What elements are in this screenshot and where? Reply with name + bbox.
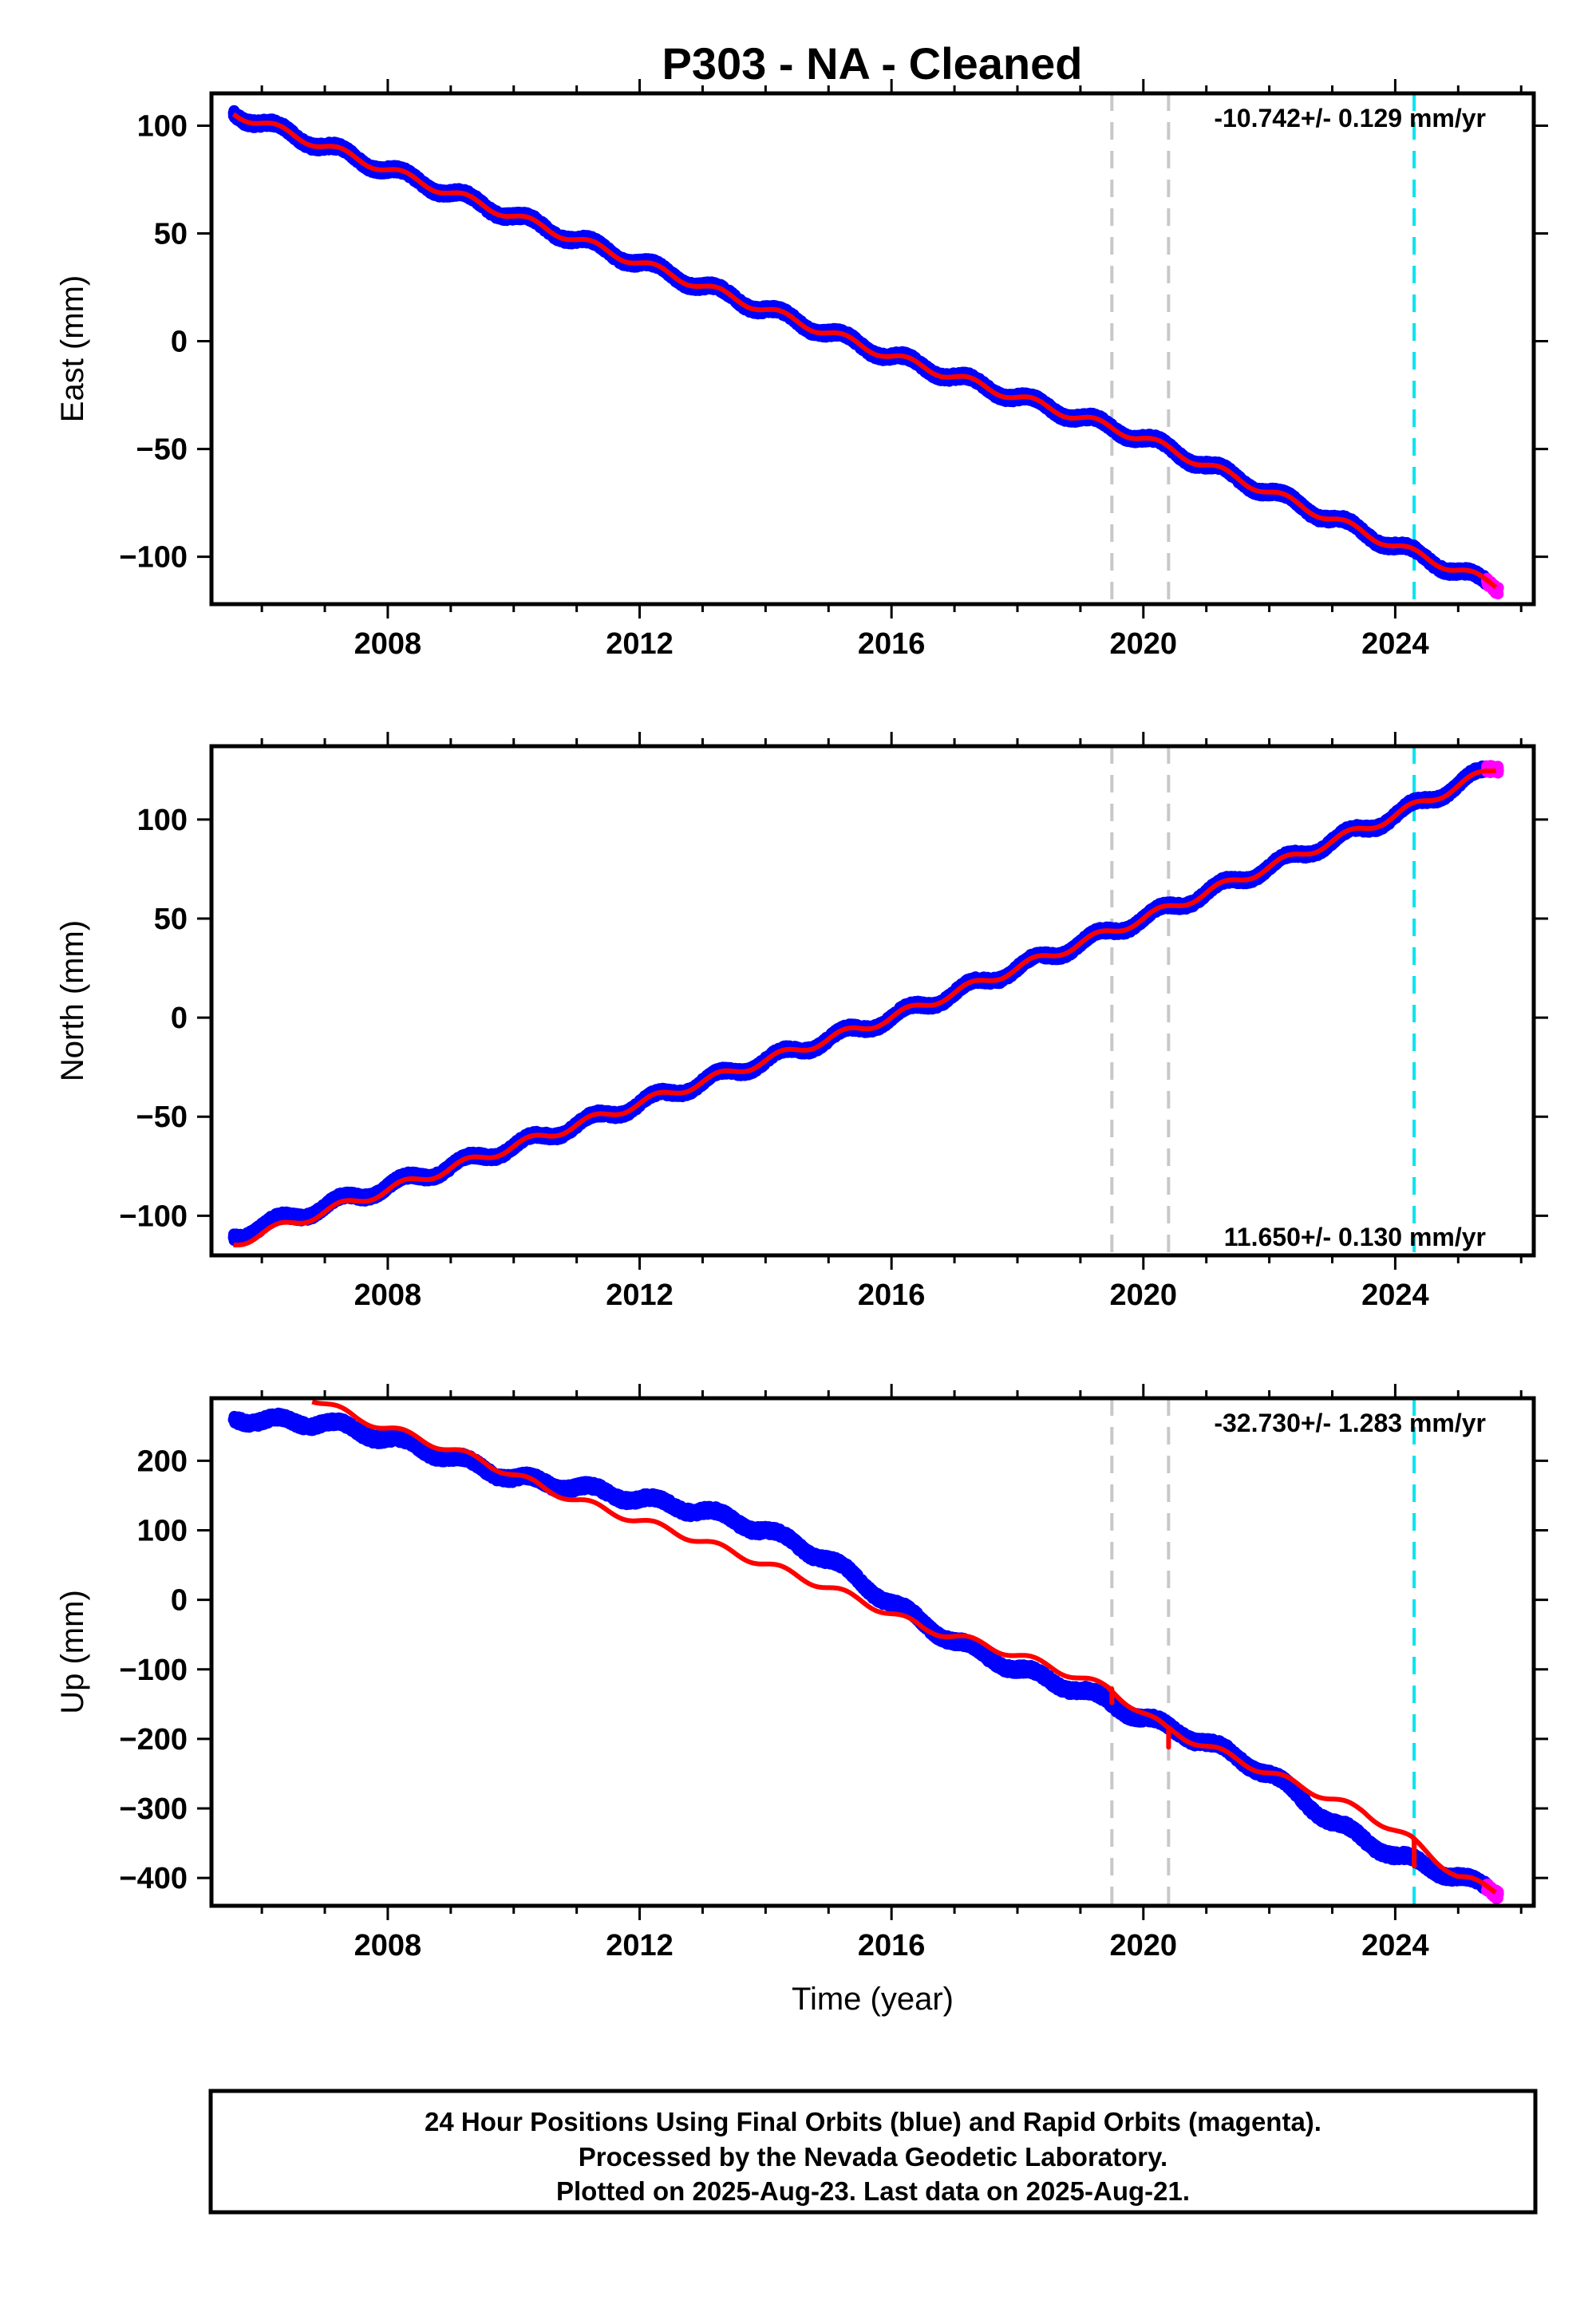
y-tick-label: 0 (171, 1584, 188, 1618)
x-tick-label: 2008 (354, 627, 422, 661)
panels: 2008 2012 2016 2020 2024 100 50 0 −50 −100 East (m… (55, 79, 1548, 2017)
panel-north: 2008 2012 2016 2020 2024 100 50 0 −50 −100 North (… (55, 732, 1548, 1312)
x-tick-label: 2016 (858, 1929, 926, 1962)
x-tick-label: 2024 (1361, 627, 1429, 661)
y-tick-label: 50 (154, 218, 188, 251)
y-tick-label: 100 (137, 110, 188, 144)
model-fit-line (231, 112, 1498, 590)
y-tick-label: −50 (136, 433, 188, 467)
y-tick-label: −400 (119, 1862, 188, 1895)
plot-frame (209, 91, 1536, 607)
y-tick-label: −100 (119, 1654, 188, 1687)
y-tick-label: −100 (119, 1199, 188, 1233)
footer-box: 24 Hour Positions Using Final Orbits (bl… (208, 2089, 1538, 2215)
panel-east: 2008 2012 2016 2020 2024 100 50 0 −50 −100 East (m… (55, 79, 1548, 661)
y-tick-label: 0 (171, 326, 188, 359)
y-axis-label: East (mm) (55, 275, 90, 422)
x-tick-label: 2012 (606, 1929, 674, 1962)
y-tick-label: −50 (136, 1101, 188, 1134)
x-tick-label: 2012 (606, 1279, 674, 1312)
footer-line-1: 24 Hour Positions Using Final Orbits (bl… (425, 2107, 1321, 2136)
plot-frame (209, 1396, 1536, 1908)
y-tick-label: 100 (137, 1515, 188, 1548)
y-tick-label: 100 (137, 804, 188, 837)
x-tick-label: 2020 (1110, 1279, 1178, 1312)
y-tick-label: −300 (119, 1792, 188, 1826)
y-tick-label: −200 (119, 1723, 188, 1757)
x-tick-label: 2024 (1361, 1279, 1429, 1312)
y-axis-label: North (mm) (55, 920, 90, 1081)
velocity-label: -32.730+/- 1.283 mm/yr (1214, 1409, 1486, 1437)
model-fit-line (231, 768, 1498, 1247)
plot-area-east (227, 93, 1504, 604)
y-tick-label: −100 (119, 541, 188, 575)
plot-area-north (227, 746, 1504, 1255)
x-tick-label: 2016 (858, 1279, 926, 1312)
x-tick-label: 2008 (354, 1279, 422, 1312)
panel-up: 2008 2012 2016 2020 2024 200 100 0 −100 −200 −300 −… (55, 1384, 1548, 2017)
footer-line-3: Plotted on 2025-Aug-23. Last data on 202… (556, 2176, 1190, 2206)
y-axis-label: Up (mm) (55, 1590, 90, 1714)
x-tick-label: 2024 (1361, 1929, 1429, 1962)
final-orbit-positions (227, 760, 1492, 1247)
x-tick-label: 2008 (354, 1929, 422, 1962)
final-orbit-positions (227, 1407, 1492, 1896)
y-tick-label: 50 (154, 903, 188, 936)
velocity-label: 11.650+/- 0.130 mm/yr (1224, 1223, 1486, 1251)
y-tick-label: 0 (171, 1002, 188, 1035)
x-tick-label: 2020 (1110, 1929, 1178, 1962)
x-tick-label: 2012 (606, 627, 674, 661)
plot-frame (209, 744, 1536, 1258)
velocity-label: -10.742+/- 0.129 mm/yr (1214, 104, 1486, 132)
plot-area-up (227, 1398, 1504, 1906)
x-tick-label: 2016 (858, 627, 926, 661)
chart-title: P303 - NA - Cleaned (662, 38, 1083, 89)
footer-line-2: Processed by the Nevada Geodetic Laborat… (579, 2142, 1167, 2172)
model-fit-line (310, 1399, 1498, 1895)
y-tick-label: 200 (137, 1445, 188, 1478)
x-tick-label: 2020 (1110, 627, 1178, 661)
x-axis-label: Time (year) (792, 1982, 954, 2017)
